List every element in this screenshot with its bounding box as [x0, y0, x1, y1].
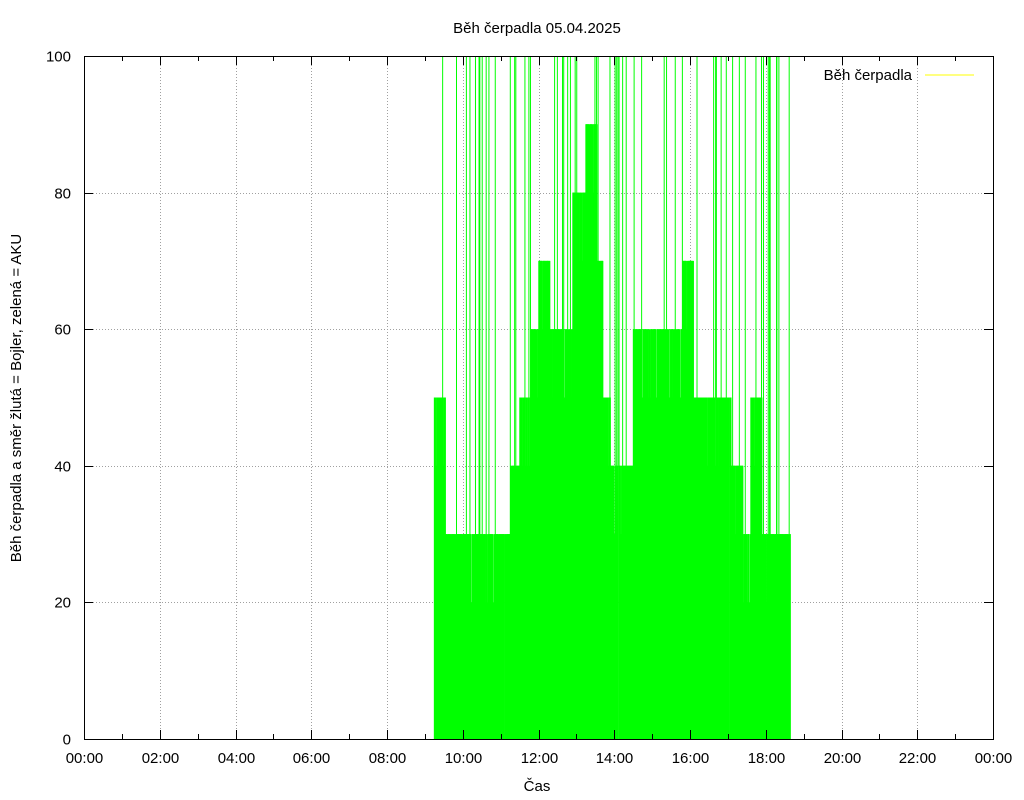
x-tick-label: 22:00 [899, 750, 937, 767]
x-tick-label: 08:00 [369, 750, 407, 767]
ticks [84, 56, 994, 740]
legend: Běh čerpadla [824, 67, 974, 84]
x-tick-label: 12:00 [521, 750, 559, 767]
x-tick-label: 16:00 [672, 750, 710, 767]
y-tick-label: 100 [46, 49, 71, 66]
x-tick-label: 18:00 [748, 750, 786, 767]
x-tick-label: 04:00 [218, 750, 256, 767]
legend-label: Běh čerpadla [824, 67, 913, 84]
y-tick-label: 40 [54, 459, 71, 476]
y-tick-label: 0 [63, 732, 71, 749]
tick-labels: 00:00 02:00 04:00 06:00 08:00 10:00 12:00 14:00… [46, 49, 1012, 768]
y-tick-label: 20 [54, 595, 71, 612]
aku-series [433, 56, 791, 739]
y-axis-label: Běh čerpadla a směr žlutá = Bojler, zele… [8, 234, 25, 563]
x-tick-label: 20:00 [824, 750, 862, 767]
x-tick-label: 06:00 [293, 750, 331, 767]
x-tick-label: 02:00 [142, 750, 180, 767]
x-tick-label: 10:00 [445, 750, 483, 767]
y-tick-label: 60 [54, 322, 71, 339]
y-tick-label: 80 [54, 186, 71, 203]
x-tick-label: 00:00 [66, 750, 104, 767]
chart-title: Běh čerpadla 05.04.2025 [453, 20, 621, 37]
x-tick-label: 00:00 [975, 750, 1013, 767]
x-axis-label: Čas [524, 778, 551, 795]
x-tick-label: 14:00 [596, 750, 634, 767]
